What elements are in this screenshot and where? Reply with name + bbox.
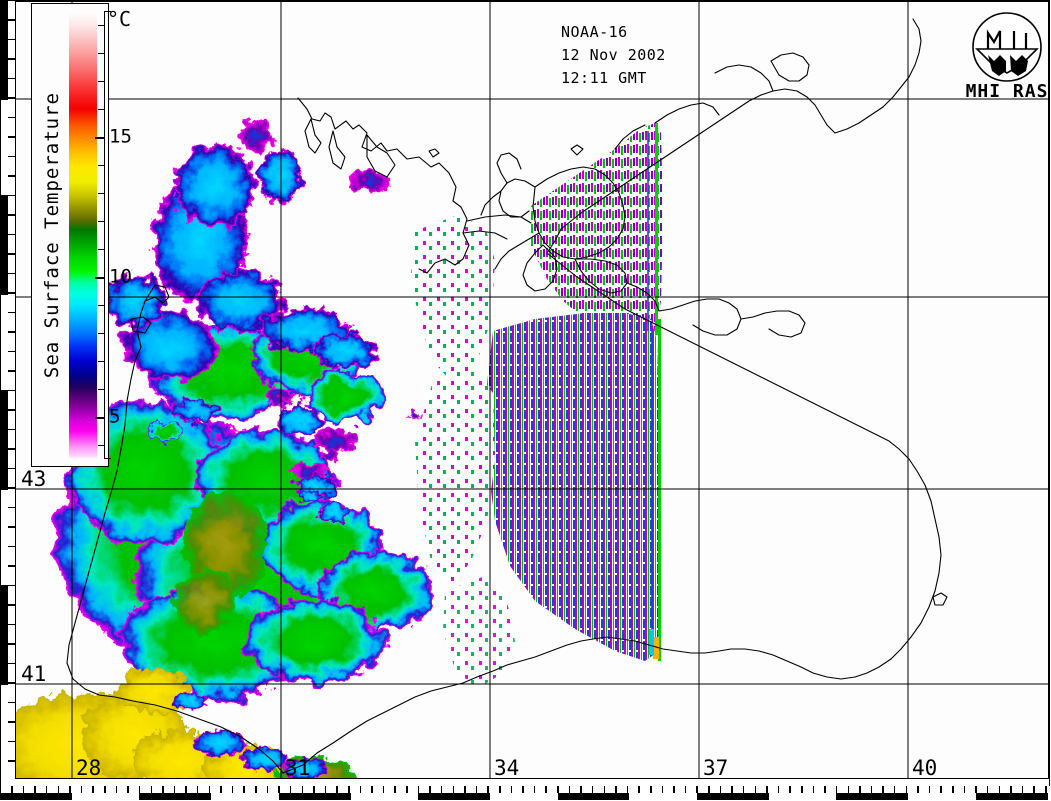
colorbar-tick-17 xyxy=(98,81,105,82)
colorbar-unit-label: °C xyxy=(107,7,132,31)
lon-label-31: 31 xyxy=(285,756,311,779)
colorbar-tick-4 xyxy=(98,445,105,446)
satellite-name: NOAA-16 xyxy=(561,23,628,41)
colorbar-label-10: 10 xyxy=(109,265,132,288)
colorbar-tick-14 xyxy=(98,165,105,166)
acquisition-time: 12:11 GMT xyxy=(561,69,647,87)
lon-label-37: 37 xyxy=(703,756,729,779)
colorbar-tick-19 xyxy=(98,25,105,26)
colorbar-gradient xyxy=(69,11,97,459)
acquisition-date: 12 Nov 2002 xyxy=(561,46,666,64)
colorbar-tick-13 xyxy=(98,193,105,194)
map-canvas xyxy=(15,1,1049,779)
colorbar-tick-11 xyxy=(98,249,105,250)
colorbar-tick-18 xyxy=(98,53,105,54)
lat-label-43: 43 xyxy=(21,467,47,491)
acquisition-info: NOAA-16 12 Nov 2002 12:11 GMT xyxy=(561,21,666,90)
coastline xyxy=(66,18,948,774)
grid-lines xyxy=(15,1,1049,779)
colorbar-tick-16 xyxy=(98,109,105,110)
lon-label-40: 40 xyxy=(912,756,938,779)
sst-field-nw-shelf xyxy=(105,118,390,331)
colorbar-tick-8 xyxy=(98,333,105,334)
lat-label-41: 41 xyxy=(21,662,47,686)
map-plot-area: NOAA-16 12 Nov 2002 12:11 GMT MHI RAS Se… xyxy=(15,1,1049,779)
scan-artifact-region xyxy=(411,123,663,689)
logo-caption: MHI RAS xyxy=(965,81,1049,102)
lon-label-34: 34 xyxy=(494,756,520,779)
colorbar-tick-7 xyxy=(98,361,105,362)
sst-field-filaments xyxy=(147,309,377,522)
ruler-bottom xyxy=(1,786,1051,800)
colorbar-major-tick-5 xyxy=(95,417,105,419)
colorbar-axis-line xyxy=(104,11,105,459)
colorbar-major-tick-15 xyxy=(95,137,105,139)
colorbar-axis-cap-top xyxy=(104,11,111,12)
colorbar-axis-cap-bottom xyxy=(104,458,111,459)
colorbar-label-15: 15 xyxy=(109,125,132,148)
colorbar-label-5: 5 xyxy=(109,405,121,428)
mhi-ras-logo-icon xyxy=(955,9,1049,103)
ruler-left xyxy=(1,1,15,780)
colorbar-title: Sea Surface Temperature xyxy=(41,91,63,379)
lon-label-28: 28 xyxy=(76,756,102,779)
colorbar-tick-6 xyxy=(98,389,105,390)
sst-field-west xyxy=(55,312,433,699)
colorbar-tick-12 xyxy=(98,221,105,222)
colorbar-tick-9 xyxy=(98,305,105,306)
colorbar-major-tick-10 xyxy=(95,277,105,279)
colorbar-panel: Sea Surface Temperature °C 15 10 5 xyxy=(31,3,132,467)
